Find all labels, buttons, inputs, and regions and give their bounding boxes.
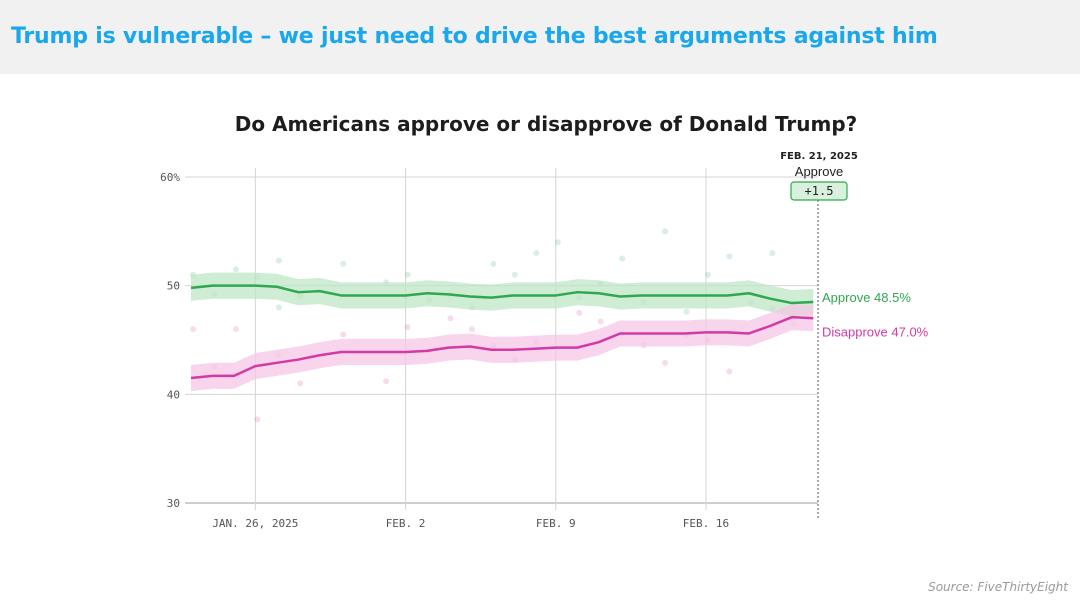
disapprove-poll-dot xyxy=(232,326,239,333)
source-note: Source: FiveThirtyEight xyxy=(928,580,1068,594)
disapprove-uncertainty-band xyxy=(191,304,814,392)
disapprove-poll-dot xyxy=(447,315,454,322)
approve-poll-dot xyxy=(726,253,733,260)
approve-poll-dot xyxy=(511,271,518,278)
annotation-badge xyxy=(790,181,848,201)
approve-poll-dot xyxy=(490,260,497,267)
approve-poll-dot xyxy=(275,257,282,264)
approve-poll-dot xyxy=(683,308,690,315)
x-tick-label: FEB. 9 xyxy=(536,517,576,530)
y-tick-label: 50 xyxy=(167,280,180,293)
disapprove-poll-dot xyxy=(597,318,604,325)
approve-end-label: Approve 48.5% xyxy=(822,290,911,305)
y-tick-label: 60% xyxy=(160,171,180,184)
approve-poll-dot xyxy=(554,239,561,246)
disapprove-poll-dot xyxy=(190,326,196,333)
approve-poll-dot xyxy=(232,266,239,273)
annotation-value: +1.5 xyxy=(805,184,834,198)
approve-poll-dot xyxy=(404,271,411,278)
y-tick-label: 40 xyxy=(167,388,180,401)
disapprove-line xyxy=(190,315,814,380)
disapprove-poll-dot xyxy=(726,368,733,375)
x-tick-label: FEB. 16 xyxy=(683,517,729,530)
annotation-date: FEB. 21, 2025 xyxy=(780,151,858,162)
approve-poll-dot xyxy=(704,271,711,278)
disapprove-poll-dot xyxy=(254,416,261,423)
disapprove-poll-dot xyxy=(576,309,583,316)
disapprove-poll-dot xyxy=(404,323,411,330)
approve-poll-dot xyxy=(769,250,776,257)
approve-poll-dot xyxy=(662,228,669,235)
approve-line xyxy=(190,284,814,305)
chart-title: Do Americans approve or disapprove of Do… xyxy=(234,112,858,136)
x-tick-label: FEB. 2 xyxy=(386,517,426,530)
approve-poll-dot xyxy=(619,255,626,262)
header-banner: Trump is vulnerable – we just need to dr… xyxy=(0,0,1080,74)
approve-poll-dot xyxy=(340,260,347,267)
approve-poll-dot xyxy=(275,304,282,311)
disapprove-end-label: Disapprove 47.0% xyxy=(822,324,929,339)
disapprove-poll-dot xyxy=(662,359,669,366)
banner-title: Trump is vulnerable – we just need to dr… xyxy=(11,24,938,49)
disapprove-poll-dot xyxy=(340,331,347,338)
y-tick-label: 30 xyxy=(167,497,180,510)
disapprove-poll-dot xyxy=(468,326,475,333)
approve-poll-dot xyxy=(533,250,540,257)
approve-uncertainty-band xyxy=(191,272,814,317)
disapprove-poll-dot xyxy=(383,378,390,385)
x-tick-label: JAN. 26, 2025 xyxy=(212,517,298,530)
disapprove-poll-dot xyxy=(297,380,304,387)
annotation-label: Approve xyxy=(795,164,843,179)
